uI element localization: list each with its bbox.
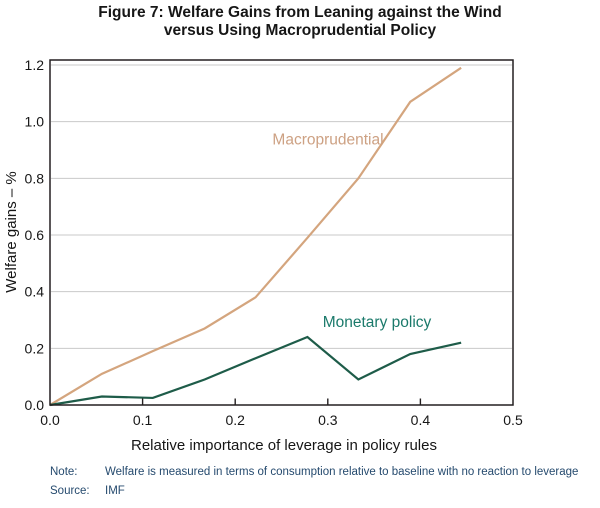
x-tick-label: 0.5	[503, 412, 523, 428]
x-tick-label: 0.1	[133, 412, 153, 428]
x-tick-label: 0.0	[40, 412, 60, 428]
x-tick-label: 0.3	[318, 412, 338, 428]
x-axis-title: Relative importance of leverage in polic…	[131, 437, 437, 454]
y-tick-label: 0.4	[25, 284, 45, 300]
gridline-layer	[51, 64, 512, 349]
y-tick-label: 0.2	[25, 340, 45, 356]
note-block: Note: Welfare is measured in terms of co…	[50, 466, 590, 504]
x-tick-label: 0.4	[411, 412, 431, 428]
figure-title-line1: Figure 7: Welfare Gains from Leaning aga…	[98, 4, 502, 21]
macroprudential-label: Macroprudential	[272, 131, 383, 148]
note-label: Note:	[50, 466, 78, 478]
monetary-policy-label: Monetary policy	[323, 314, 432, 331]
plot-border	[49, 59, 514, 406]
y-tick-label: 0.8	[25, 170, 45, 186]
x-tick-label: 0.2	[225, 412, 245, 428]
note-text: Welfare is measured in terms of consumpt…	[105, 466, 579, 478]
welfare-gains-chart: Macroprudential Monetary policy 0.0 0.2 0.4…	[3, 57, 523, 454]
note-row: Note: Welfare is measured in terms of co…	[50, 466, 590, 478]
y-tick-label: 0.6	[25, 227, 45, 243]
series-layer: Macroprudential Monetary policy	[49, 66, 462, 407]
y-axis-title: Welfare gains – %	[3, 171, 20, 292]
macroprudential-line	[49, 66, 462, 406]
y-tick-label: 0.0	[25, 397, 45, 413]
figure-title: Figure 7: Welfare Gains from Leaning aga…	[0, 4, 600, 40]
tick-layer: 0.0 0.2 0.4 0.6 0.8 1.0 1.2 0.0 0.1 0.2 0.3 0.4 0.5	[25, 57, 523, 428]
monetary-policy-line	[49, 335, 462, 407]
source-row: Source: IMF	[50, 485, 590, 497]
y-tick-label: 1.0	[25, 114, 45, 130]
y-tick-label: 1.2	[25, 57, 45, 73]
figure-title-line2: versus Using Macroprudential Policy	[163, 22, 437, 39]
source-text: IMF	[105, 485, 125, 497]
source-label: Source:	[50, 485, 90, 497]
